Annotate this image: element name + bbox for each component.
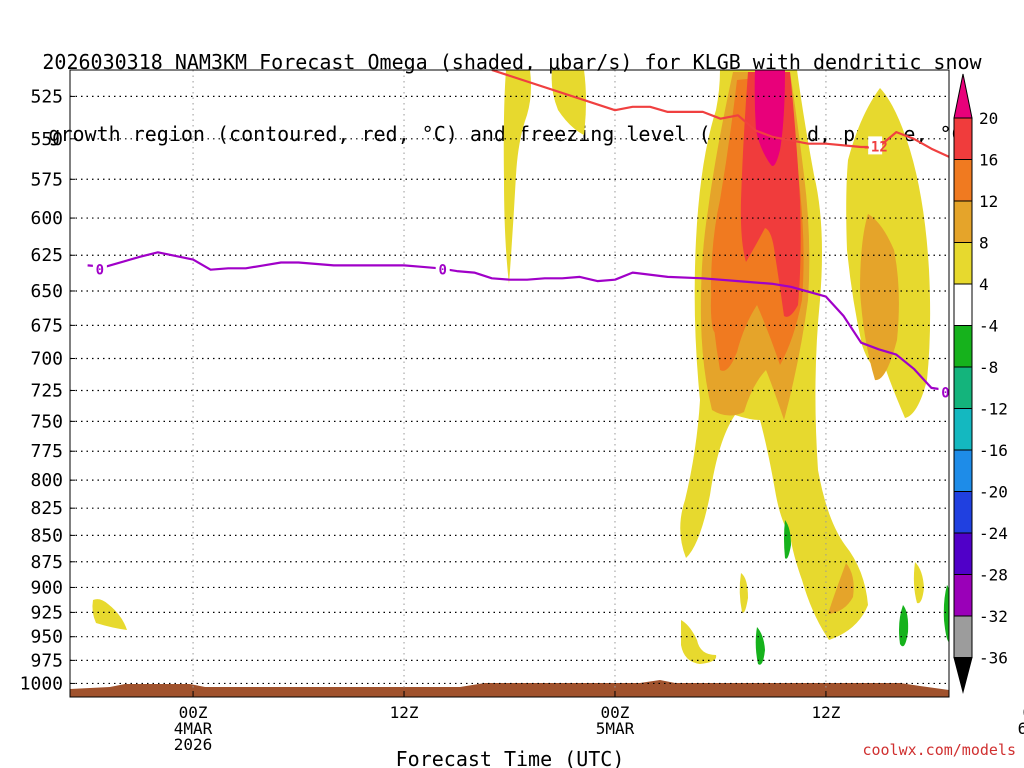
colorbar-swatch — [953, 408, 973, 451]
y-tick-label: 750 — [30, 411, 63, 432]
x-axis: 00Z4MAR202612Z00Z5MAR12Z00Z6MAR — [174, 691, 1024, 754]
colorbar: 20 16 12 8 4 -4 -8 -12 -16 -20 -24 -28 -32 -36 — [953, 73, 1008, 694]
omega-region-4 — [551, 70, 586, 135]
terrain-band — [70, 680, 949, 697]
y-tick-label: 575 — [30, 169, 63, 190]
y-tick-label: 925 — [30, 602, 63, 623]
y-tick-label: 550 — [30, 129, 63, 150]
y-tick-label: 625 — [30, 245, 63, 266]
freezing-level-label-bg — [435, 259, 450, 278]
omega-region-neg4 — [943, 585, 949, 643]
dendritic-growth-contour — [491, 70, 949, 159]
x-tick-label: 5MAR — [596, 719, 635, 738]
y-tick-label: 600 — [30, 208, 63, 229]
colorbar-label: -36 — [979, 649, 1008, 668]
colorbar-swatch — [953, 325, 973, 368]
colorbar-label: -8 — [979, 358, 998, 377]
y-tick-label: 900 — [30, 577, 63, 598]
colorbar-label: 16 — [979, 151, 998, 170]
colorbar-label: -16 — [979, 441, 1008, 460]
freezing-level-contour — [87, 251, 949, 392]
omega-region-4 — [681, 620, 717, 664]
colorbar-swatch — [953, 242, 973, 285]
colorbar-swatch — [953, 366, 973, 409]
x-tick-label: 00Z — [179, 703, 208, 722]
colorbar-swatch — [953, 283, 973, 326]
colorbar-label: -4 — [979, 317, 998, 336]
x-tick-label: 12Z — [811, 703, 840, 722]
omega-shading — [92, 70, 949, 665]
colorbar-label: -24 — [979, 524, 1008, 543]
colorbar-swatch — [953, 532, 973, 575]
omega-region-4 — [913, 562, 924, 604]
omega-region-12 — [710, 274, 721, 333]
x-axis-label: Forecast Time (UTC) — [396, 747, 625, 768]
x-tick-label: 12Z — [390, 703, 419, 722]
freezing-level-label: 0 — [96, 262, 104, 278]
y-tick-label: 675 — [30, 315, 63, 336]
colorbar-swatch — [953, 449, 973, 492]
x-tick-label: 6MAR — [1018, 719, 1024, 738]
y-tick-label: 700 — [30, 348, 63, 369]
y-tick-label: 975 — [30, 650, 63, 671]
colorbar-label: 12 — [979, 192, 998, 211]
y-tick-label: 875 — [30, 552, 63, 573]
colorbar-label: 8 — [979, 234, 989, 253]
omega-region-neg4 — [784, 520, 791, 559]
y-axis: 525 550 575 600 625 650 675 700 725 750 775 800 825 8… — [20, 86, 75, 694]
colorbar-swatch — [953, 574, 973, 617]
colorbar-extend-bottom — [953, 657, 973, 694]
colorbar-label: -20 — [979, 483, 1008, 502]
omega-region-20 — [754, 70, 785, 166]
freezing-level-label-bg — [938, 382, 949, 401]
colorbar-label: -12 — [979, 400, 1008, 419]
x-tick-label: 00Z — [1022, 703, 1024, 722]
colorbar-label: 4 — [979, 275, 989, 294]
y-tick-label: 775 — [30, 441, 63, 462]
freezing-level-label: 0 — [941, 386, 949, 402]
y-tick-label: 850 — [30, 525, 63, 546]
colorbar-label: -32 — [979, 607, 1008, 626]
y-tick-label: 725 — [30, 380, 63, 401]
dendritic-growth-label-bg — [868, 136, 883, 155]
omega-region-8 — [860, 214, 899, 381]
omega-region-4 — [739, 573, 748, 613]
y-tick-label: 800 — [30, 470, 63, 491]
credit-link[interactable]: coolwx.com/models — [862, 741, 1016, 759]
y-tick-label: 650 — [30, 281, 63, 302]
omega-region-neg4 — [899, 605, 909, 647]
dendritic-growth-label: -12 — [863, 139, 888, 155]
y-tick-label: 525 — [30, 86, 63, 107]
omega-region-neg4 — [755, 627, 765, 665]
y-tick-label: 1000 — [20, 673, 63, 694]
colorbar-swatch — [953, 159, 973, 202]
colorbar-label: -28 — [979, 566, 1008, 585]
colorbar-label: 20 — [979, 109, 998, 128]
x-tick-label: 00Z — [601, 703, 630, 722]
x-tick-label: 4MAR — [174, 719, 213, 738]
colorbar-swatch — [953, 491, 973, 534]
omega-region-8 — [828, 563, 854, 614]
freezing-level-label: 0 — [438, 262, 446, 278]
omega-region-4 — [503, 70, 531, 284]
x-tick-label: 2026 — [174, 735, 213, 754]
colorbar-swatch — [953, 200, 973, 243]
y-tick-label: 950 — [30, 627, 63, 648]
contours: 0 0 0 -12 — [87, 70, 949, 402]
y-tick-label: 825 — [30, 498, 63, 519]
plot-frame — [69, 69, 950, 698]
omega-region-4 — [92, 599, 127, 630]
colorbar-extend-top — [953, 73, 973, 119]
colorbar-swatch — [953, 117, 973, 160]
freezing-level-label-bg — [92, 259, 107, 278]
colorbar-swatch — [953, 615, 973, 658]
